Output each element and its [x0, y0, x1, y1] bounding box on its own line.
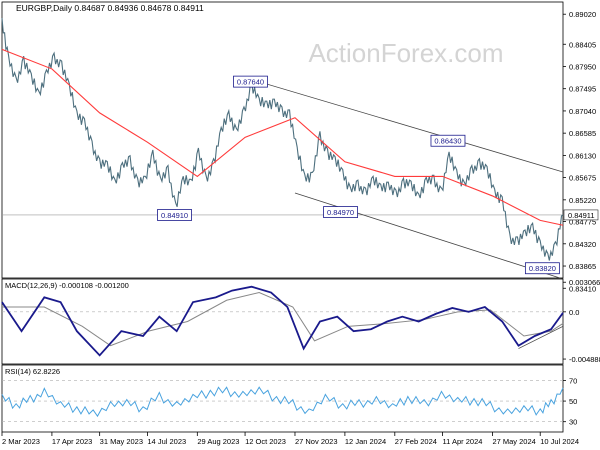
y-tick-label: 70 [569, 376, 577, 385]
price-annotation-box [524, 262, 560, 275]
price-annotation-label: 0.86430 [434, 137, 461, 146]
macd-trendline [518, 325, 564, 349]
signal-line [2, 291, 564, 347]
price-annotation-label: 0.84970 [327, 208, 354, 217]
x-tick-label: 11 Apr 2024 [443, 437, 483, 446]
y-tick-label: 0.86130 [569, 151, 596, 160]
x-tick-label: 17 Apr 2023 [52, 437, 92, 446]
y-tick-label: 0.86585 [569, 129, 596, 138]
price-annotation-box [157, 209, 192, 221]
y-tick-label: 0.83865 [569, 262, 596, 271]
y-tick-label: 0.88405 [569, 40, 596, 49]
x-tick-label: 14 Jul 2023 [147, 437, 186, 446]
y-tick-label: 0.87495 [569, 85, 596, 94]
y-tick-label: 0.87040 [569, 107, 596, 116]
y-tick-label: -0.004888 [569, 355, 600, 364]
x-tick-label: 31 May 2023 [100, 437, 143, 446]
y-tick-label: 0.87950 [569, 62, 596, 71]
price-annotation-box [233, 75, 268, 88]
macd-line [1, 285, 564, 357]
rsi-title: RSI(14) 62.8226 [5, 367, 60, 376]
y-tick-label: 50 [569, 397, 577, 406]
panel-frame [1, 1, 564, 279]
x-tick-label: 12 Jan 2024 [345, 437, 386, 446]
x-tick-label: 27 Feb 2024 [395, 437, 437, 446]
price-annotation-box [323, 206, 358, 218]
price-panel: 0.89020 0.88405 0.87950 0.87495 0.87040 0.865… [1, 1, 599, 293]
watermark: ActionForex.com [308, 38, 503, 68]
macd-title: MACD(12,26,9) -0.000108 -0.001200 [5, 281, 129, 290]
current-price-box [563, 209, 599, 221]
y-tick-label: 0.89020 [569, 10, 596, 19]
rsi-line [1, 386, 564, 418]
price-series-line [1, 18, 564, 261]
macd-panel: MACD(12,26,9) -0.000108 -0.001200 0.00306… [1, 278, 600, 365]
y-tick-label: 30 [569, 418, 577, 427]
x-tick-label: 27 Nov 2023 [295, 437, 338, 446]
y-tick-label: 0.83410 [569, 284, 596, 293]
y-tick-label: 0.84775 [569, 218, 596, 227]
x-tick-label: 27 May 2024 [492, 437, 535, 446]
current-price-label: 0.84911 [568, 211, 595, 220]
y-tick-label: 0.0 [569, 308, 579, 317]
x-axis: 2 Mar 2023 17 Apr 2023 31 May 2023 14 Jul 2… [1, 432, 579, 446]
panel-frame [1, 364, 564, 433]
y-tick-label: 0.85220 [569, 196, 596, 205]
moving-average-line [1, 48, 564, 226]
panel-frame [1, 278, 564, 365]
price-annotation-box [430, 134, 466, 147]
rsi-panel: RSI(14) 62.8226 70 50 30 [1, 364, 577, 433]
price-annotation-label: 0.84910 [161, 211, 188, 220]
y-tick-label: 0.84320 [569, 240, 596, 249]
x-tick-label: 12 Oct 2023 [245, 437, 286, 446]
symbol-header: EURGBP,Daily 0.84687 0.84936 0.84678 0.8… [16, 3, 204, 13]
channel-line [253, 79, 564, 173]
x-tick-label: 10 Jul 2024 [540, 437, 579, 446]
y-tick-label: 0.85675 [569, 174, 596, 183]
x-tick-label: 29 Aug 2023 [197, 437, 239, 446]
price-annotation-label: 0.87640 [237, 78, 264, 87]
price-annotation-label: 0.83820 [529, 264, 556, 273]
x-tick-label: 2 Mar 2023 [2, 437, 40, 446]
y-tick-label: 0.003066 [569, 278, 600, 287]
